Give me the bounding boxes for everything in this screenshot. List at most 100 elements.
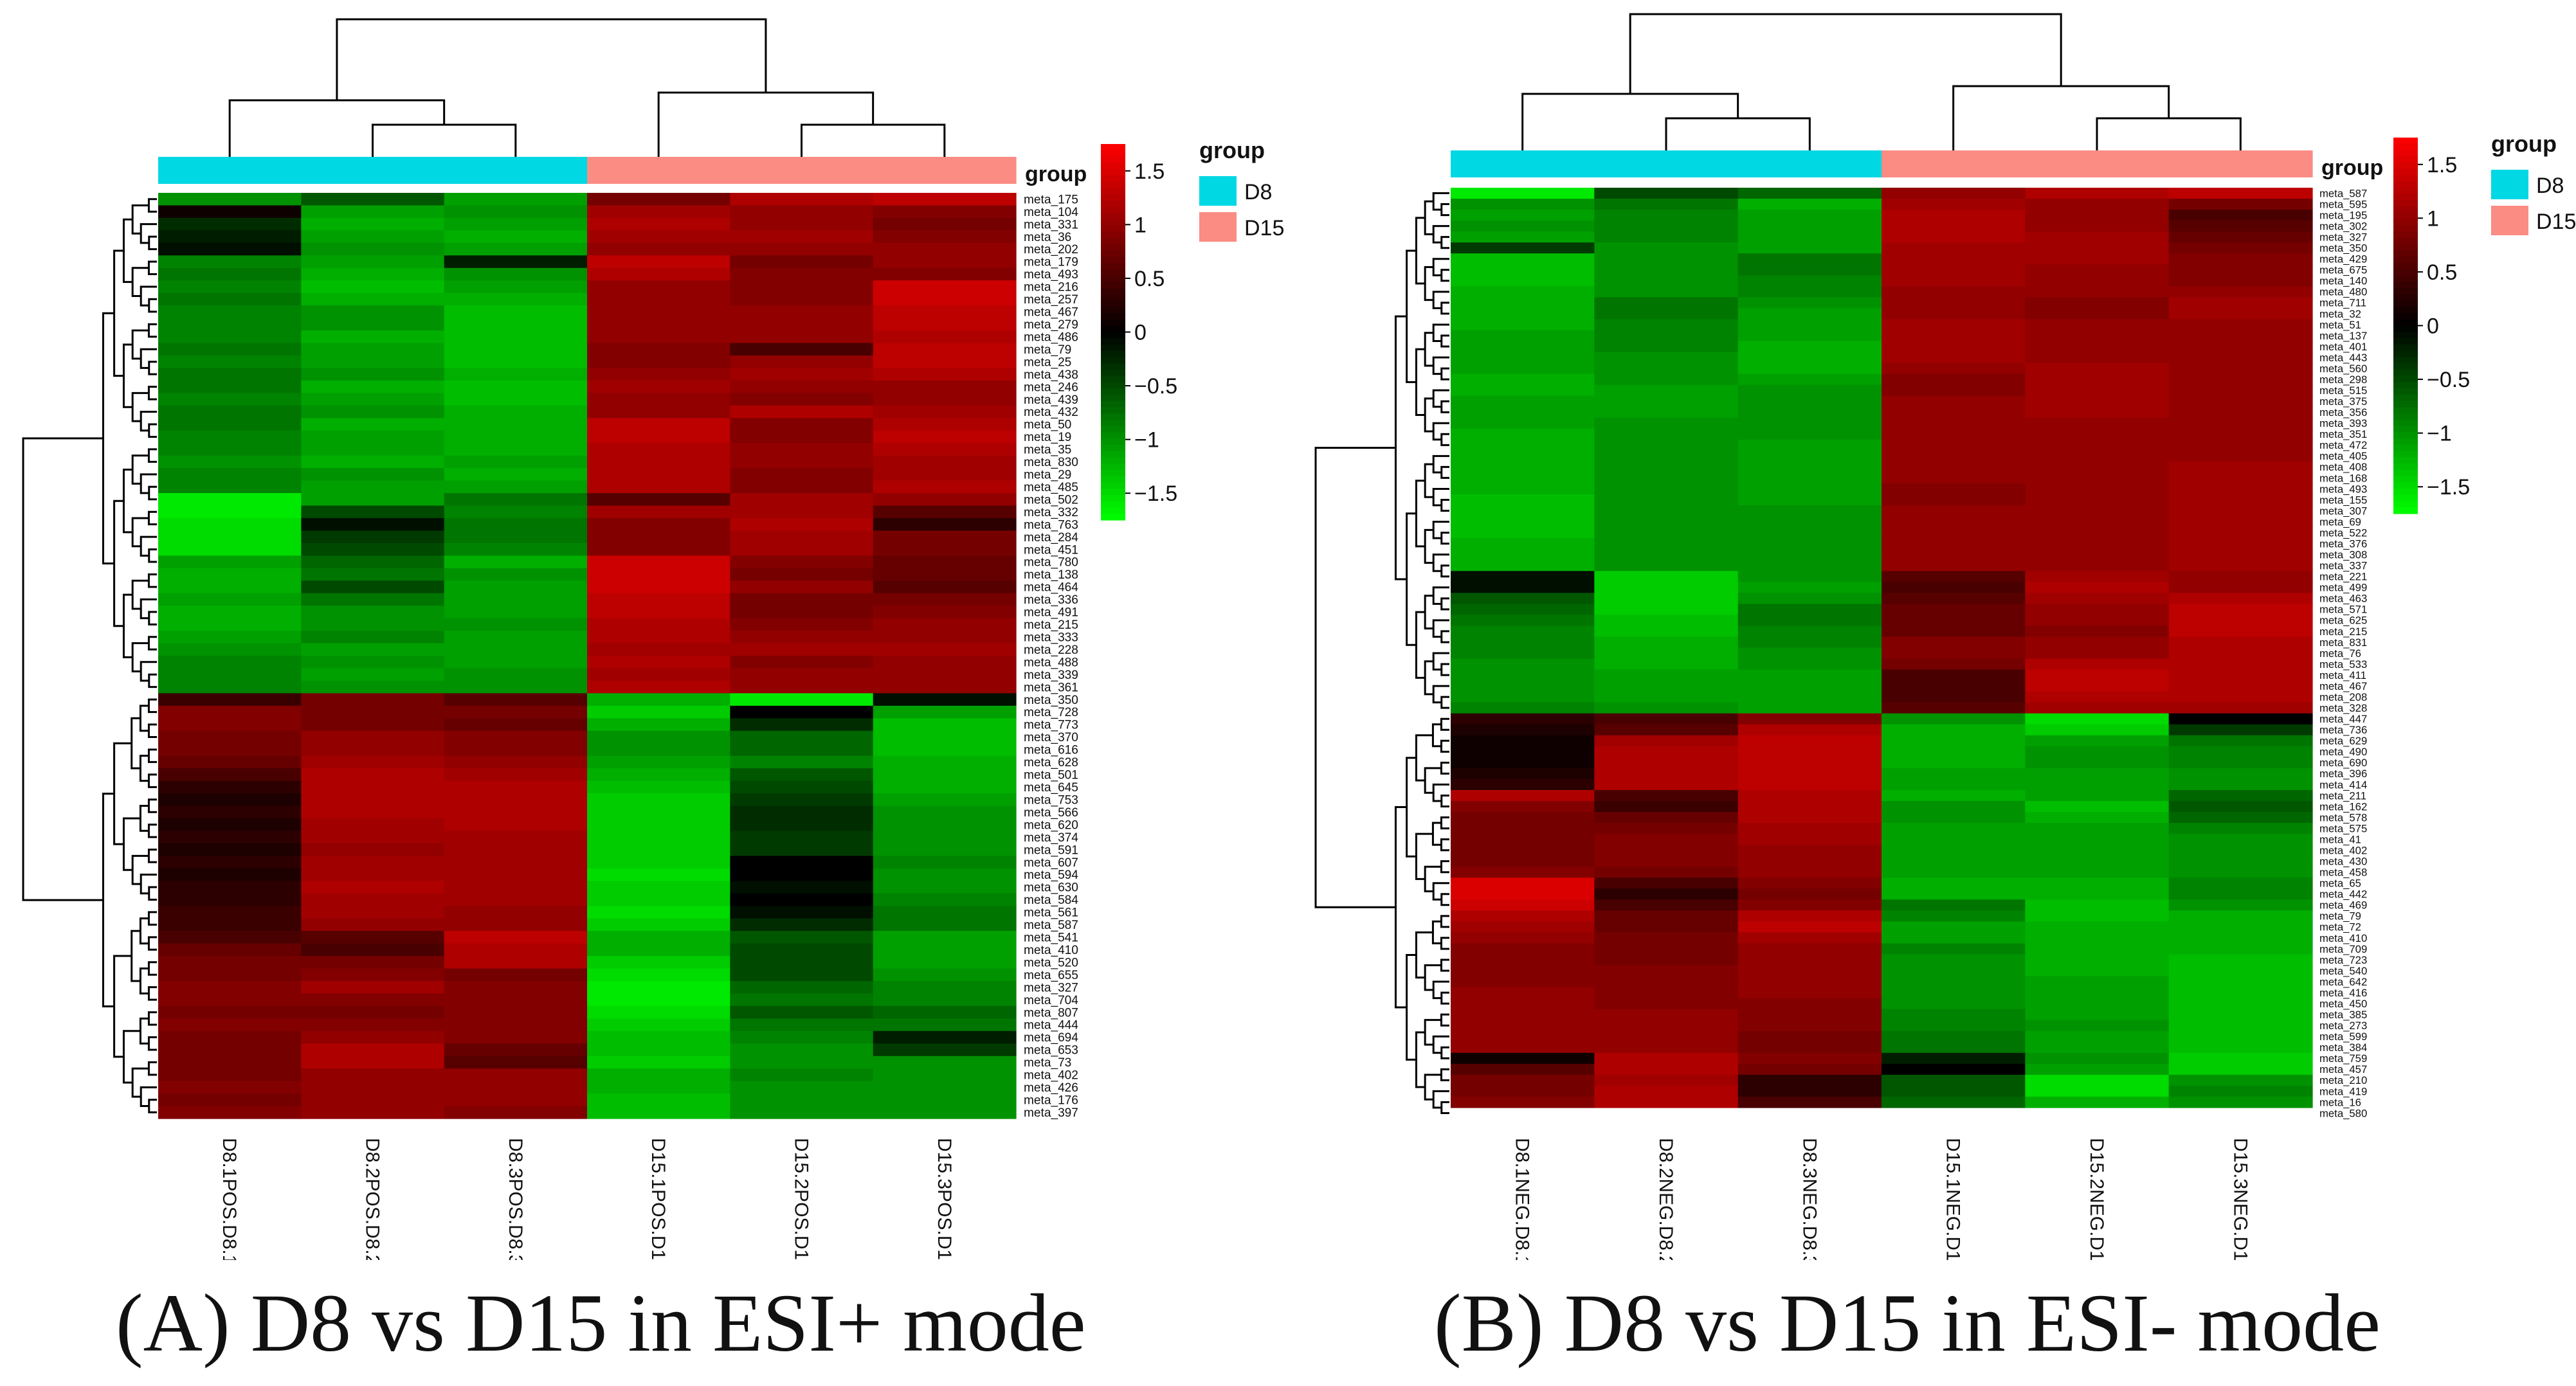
heatmap-cell [1882,330,2026,342]
column-label: D15.1POS.D15.1 [648,1138,669,1260]
group-bar-cell [1451,150,1595,177]
colorbar-segment [1101,181,1125,188]
row-dendrogram-branch [147,849,157,863]
heatmap-cell [1737,593,1882,604]
colorbar-segment [1101,307,1125,314]
heatmap-cell [730,918,874,932]
colorbar-segment [2393,369,2418,377]
heatmap-cell [2168,199,2313,210]
heatmap-cell [444,1043,588,1057]
heatmap-cell [158,380,302,393]
row-dendrogram-branch [147,573,157,588]
heatmap-cell [1882,647,2026,660]
heatmap-cell [2168,746,2313,758]
heatmap-cell [2025,943,2170,955]
heatmap-cell [301,1106,445,1119]
legend-label: D8 [2536,174,2564,198]
heatmap-cell [1882,384,2026,397]
heatmap-cell [587,393,730,406]
heatmap-cell [730,318,874,331]
colorbar-segment [2393,332,2418,339]
heatmap-cell [1594,582,1739,593]
colorbar-segment [1101,432,1125,439]
heatmap-cell [2168,330,2313,342]
colorbar-segment [2393,426,2418,433]
heatmap-cell [444,656,588,669]
heatmap-cell [587,580,730,594]
heatmap-cell [1882,439,2026,451]
heatmap-cell [873,718,1017,732]
heatmap-cell [1594,680,1739,692]
row-label: meta_65 [2319,878,2361,890]
heatmap-cell [1882,1074,2026,1086]
row-dendrogram-branch [122,817,141,871]
heatmap-cell [587,593,730,606]
heatmap-cell [301,631,445,644]
heatmap-cell [873,355,1017,369]
row-label: meta_202 [1024,243,1078,256]
heatmap-cell [730,868,874,881]
row-dendrogram-branch [147,824,157,838]
heatmap-cell [1451,845,1595,856]
group-bar-cell [1594,150,1739,177]
heatmap-cell [301,606,445,619]
heatmap-cell [587,806,730,819]
heatmap-cell [2025,823,2170,834]
heatmap-cell [1882,472,2026,484]
heatmap-cell [587,843,730,856]
colorbar-segment [2393,375,2418,382]
heatmap-cell [444,230,588,244]
heatmap-cell [2025,921,2170,933]
heatmap-cell [730,230,874,244]
heatmap-cell [1882,987,2026,999]
colorbar-segment [1101,163,1125,170]
heatmap-cell [301,1081,445,1094]
colorbar-segment [2393,244,2418,251]
colorbar-tick-label: 1 [2427,206,2439,231]
heatmap-cell [1451,593,1595,604]
heatmap-cell [1737,428,1882,440]
column-label: D8.3POS.D8.3 [505,1138,526,1260]
row-label: meta_457 [2319,1063,2367,1076]
heatmap-cell [1451,461,1595,473]
row-label: meta_493 [2319,483,2367,495]
heatmap-cell [730,405,874,419]
colorbar-segment [1101,426,1125,433]
heatmap-cell [2025,538,2170,550]
heatmap-cell [1594,210,1739,221]
heatmap-cell [1451,965,1595,977]
heatmap-cell [301,230,445,244]
colorbar-segment [2393,200,2418,207]
heatmap-cell [1451,1030,1595,1043]
heatmap-cell [873,405,1017,419]
heatmap-cell [587,881,730,894]
row-label: meta_628 [1024,756,1078,770]
column-dendrogram-branch [1665,117,1811,150]
colorbar-tick-label: −0.5 [1134,374,1177,399]
heatmap-cell [587,1030,730,1044]
heatmap-cell [1737,516,1882,528]
row-label: meta_759 [2319,1052,2367,1065]
heatmap-cell [158,393,302,406]
row-dendrogram-branch [147,198,157,213]
heatmap-cell [2025,1009,2170,1021]
heatmap-cell [2168,428,2313,440]
heatmap-cell [730,618,874,631]
colorbar-segment [1101,345,1125,352]
heatmap-cell [444,330,588,344]
heatmap-cell [2025,417,2170,429]
heatmap-cell [873,518,1017,532]
heatmap-cell [1737,954,1882,966]
row-label: meta_137 [2319,330,2367,342]
row-label: meta_208 [2319,691,2367,703]
heatmap-cell [444,380,588,393]
heatmap-cell [1451,516,1595,528]
heatmap-cell [1882,691,2026,703]
colorbar-segment [2393,419,2418,427]
colorbar-segment [1101,156,1125,163]
heatmap-cell [1737,658,1882,670]
heatmap-cell [444,468,588,482]
heatmap-cell [1594,735,1739,747]
colorbar-segment [2393,325,2418,332]
